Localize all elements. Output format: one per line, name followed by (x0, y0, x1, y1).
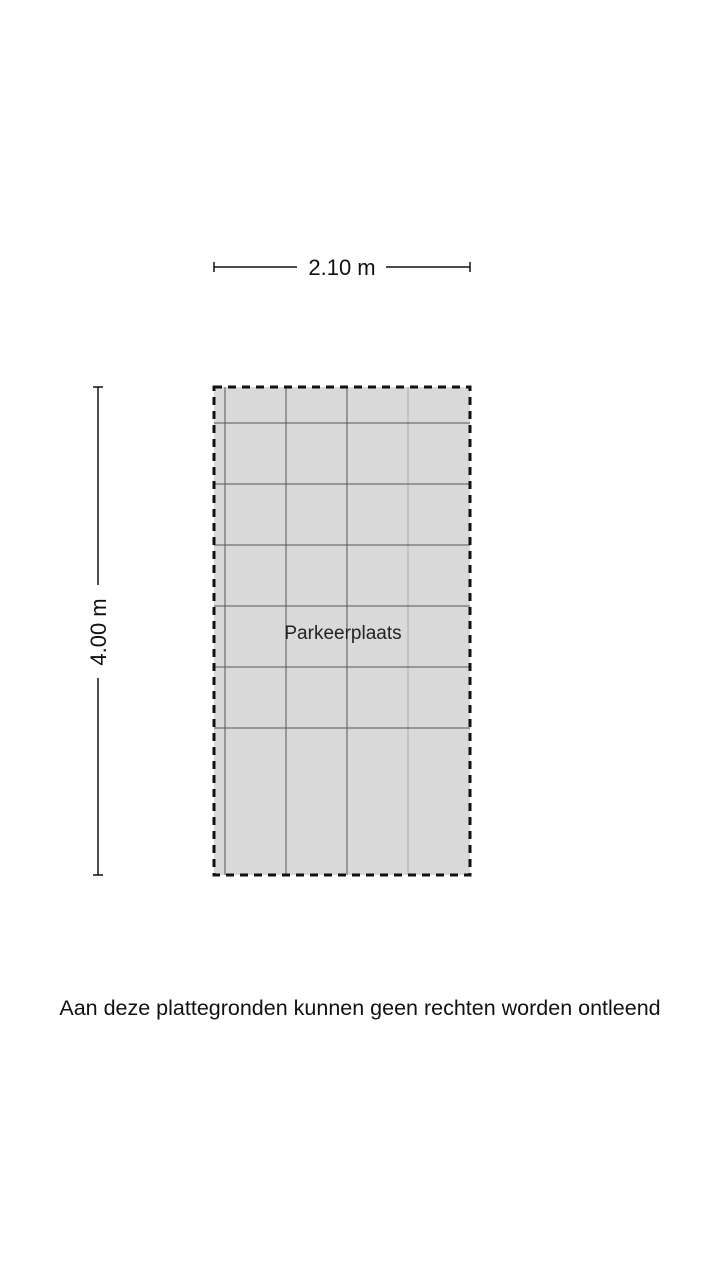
disclaimer-text: Aan deze plattegronden kunnen geen recht… (59, 996, 661, 1020)
height-dimension (93, 386, 103, 876)
room-outline (212, 385, 472, 877)
room-label: Parkeerplaats (284, 623, 401, 644)
height-label: 4.00 m (86, 598, 111, 665)
room-parkeerplaats: Parkeerplaats (212, 385, 472, 877)
width-dimension (213, 262, 471, 272)
width-label: 2.10 m (308, 255, 375, 280)
